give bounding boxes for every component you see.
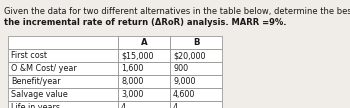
- Text: 4: 4: [173, 103, 178, 108]
- Text: Life in years: Life in years: [11, 103, 60, 108]
- Bar: [170, 49, 222, 62]
- Bar: [118, 36, 170, 49]
- Text: 4: 4: [121, 103, 126, 108]
- Text: O &M Cost/ year: O &M Cost/ year: [11, 64, 77, 73]
- Bar: [118, 49, 170, 62]
- Bar: [8, 75, 118, 88]
- Text: A: A: [141, 38, 147, 47]
- Text: Benefit/year: Benefit/year: [11, 77, 61, 86]
- Bar: [118, 88, 170, 101]
- Bar: [8, 62, 118, 75]
- Text: First cost: First cost: [11, 51, 47, 60]
- Bar: [118, 75, 170, 88]
- Text: the incremental rate of return (ΔRoR) analysis. MARR =9%.: the incremental rate of return (ΔRoR) an…: [4, 18, 287, 27]
- Text: 3,000: 3,000: [121, 90, 144, 99]
- Text: 8,000: 8,000: [121, 77, 144, 86]
- Bar: [8, 49, 118, 62]
- Text: B: B: [193, 38, 199, 47]
- Text: Salvage value: Salvage value: [11, 90, 68, 99]
- Text: 900: 900: [173, 64, 188, 73]
- Text: 9,000: 9,000: [173, 77, 196, 86]
- Bar: [170, 62, 222, 75]
- Text: Given the data for two different alternatives in the table below, determine the : Given the data for two different alterna…: [4, 7, 350, 16]
- Text: 1,600: 1,600: [121, 64, 144, 73]
- Bar: [8, 36, 118, 49]
- Bar: [118, 62, 170, 75]
- Text: 4,600: 4,600: [173, 90, 195, 99]
- Bar: [170, 101, 222, 108]
- Text: $20,000: $20,000: [173, 51, 205, 60]
- Bar: [170, 75, 222, 88]
- Bar: [170, 88, 222, 101]
- Bar: [118, 101, 170, 108]
- Bar: [8, 101, 118, 108]
- Text: $15,000: $15,000: [121, 51, 154, 60]
- Bar: [8, 88, 118, 101]
- Bar: [170, 36, 222, 49]
